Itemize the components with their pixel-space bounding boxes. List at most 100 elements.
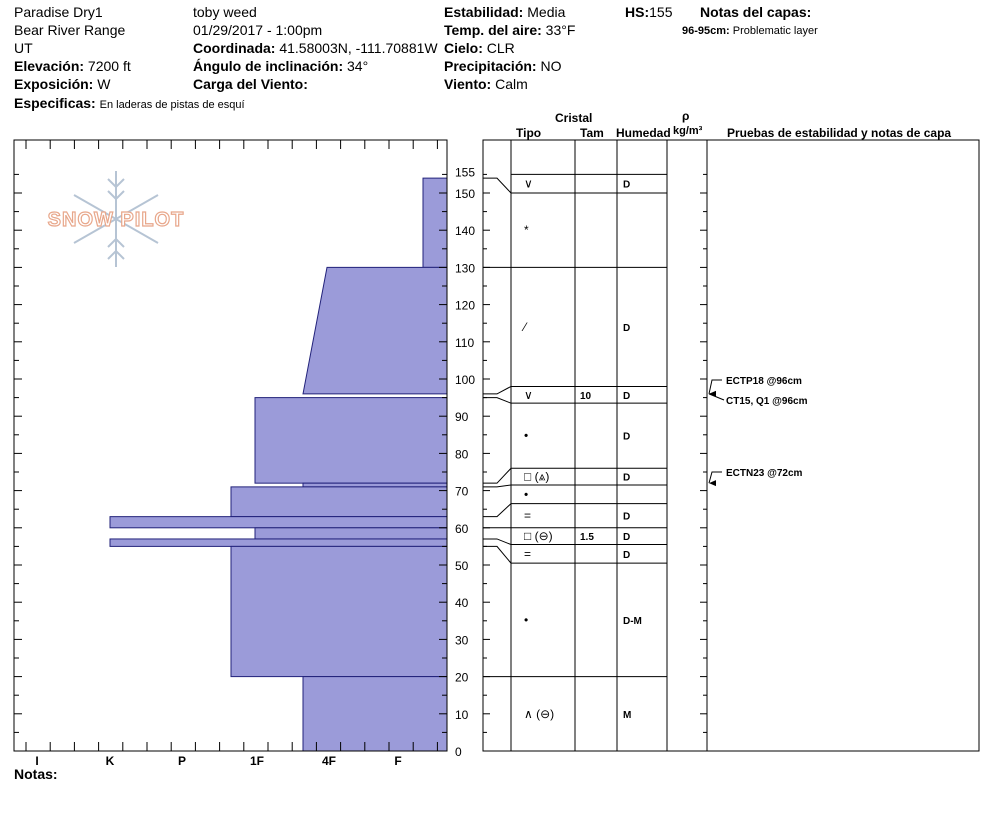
header-humedad: Humedad bbox=[616, 126, 671, 140]
layer-notes-label: Notas del capas: bbox=[700, 4, 812, 20]
snowflake-icon bbox=[73, 171, 159, 267]
layer-connector bbox=[483, 503, 512, 518]
elevation-label: Elevación: bbox=[14, 58, 85, 74]
moisture-value: M bbox=[623, 710, 631, 721]
grain-type-symbol: ∧ (⊖) bbox=[524, 707, 554, 721]
depth-tick-label: 40 bbox=[455, 596, 469, 610]
grain-type-symbol: □ (⩓) bbox=[524, 470, 549, 484]
layer-connector bbox=[483, 385, 512, 395]
hardness-layer-bar bbox=[302, 482, 448, 488]
hardness-axis: I K P 1F 4F F bbox=[35, 754, 401, 768]
profile-border bbox=[13, 139, 448, 752]
moisture-value: D bbox=[623, 550, 630, 561]
sky-value: CLR bbox=[486, 40, 515, 56]
sky-label: Cielo: bbox=[444, 40, 483, 56]
arrow-icon bbox=[709, 390, 716, 397]
hardness-layer-bar bbox=[302, 266, 448, 395]
hardness-tick-label: P bbox=[178, 754, 186, 768]
test-pointer bbox=[708, 471, 722, 484]
depth-tick-label: 10 bbox=[455, 708, 469, 722]
specifics: Especificas: En laderas de pistas de esq… bbox=[14, 95, 245, 113]
moisture-value: D-M bbox=[623, 616, 642, 627]
coordinates: Coordinada: 41.58003N, -111.70881W bbox=[193, 40, 438, 56]
layer-connector bbox=[483, 397, 512, 404]
grain-type-symbol: ⁄ bbox=[521, 320, 528, 334]
depth-tick-label: 60 bbox=[455, 522, 469, 536]
aspect-value: W bbox=[97, 76, 111, 92]
aspect: Exposición: W bbox=[14, 76, 110, 92]
depth-tick-label: 110 bbox=[455, 336, 474, 350]
layer-connector bbox=[483, 177, 512, 194]
hardness-layer-bar bbox=[109, 538, 448, 547]
depth-tick-label: 0 bbox=[455, 745, 462, 759]
stability-test-label: CT15, Q1 @96cm bbox=[726, 396, 808, 407]
depth-tick-label: 20 bbox=[455, 671, 469, 685]
coord-value: 41.58003N, -111.70881W bbox=[279, 40, 438, 56]
hs-value: 155 bbox=[649, 4, 673, 20]
elevation: Elevación: 7200 ft bbox=[14, 58, 131, 74]
grain-type-symbol: = bbox=[524, 547, 531, 561]
depth-tick-label: 130 bbox=[455, 261, 475, 275]
depth-tick-label: 140 bbox=[455, 224, 475, 238]
moisture-value: D bbox=[623, 512, 630, 523]
layer-connector bbox=[483, 545, 512, 564]
snowpilot-logo: SNOW PILOT bbox=[47, 171, 185, 267]
depth-tick-label: 150 bbox=[455, 187, 475, 201]
hardness-layer-bar bbox=[109, 516, 448, 529]
air-temperature: Temp. del aire: 33°F bbox=[444, 22, 575, 38]
hardness-layers bbox=[109, 177, 448, 752]
hardness-layer-bar bbox=[302, 676, 448, 752]
hardness-layer-bar bbox=[422, 177, 448, 268]
layer-connector bbox=[483, 484, 512, 488]
grain-type-symbol: • bbox=[524, 429, 528, 443]
stability: Estabilidad: Media bbox=[444, 4, 565, 20]
precip-value: NO bbox=[540, 58, 562, 74]
moisture-value: D bbox=[623, 532, 630, 543]
grain-type-symbol: ∨ bbox=[524, 177, 533, 191]
depth-tick-label: 70 bbox=[455, 485, 469, 499]
layer-note-text: Problematic layer bbox=[732, 25, 818, 37]
slope-value: 34° bbox=[347, 58, 369, 74]
wind-value: Calm bbox=[495, 76, 528, 92]
depth-tick-label: 90 bbox=[455, 410, 469, 424]
hardness-tick-label: F bbox=[394, 754, 401, 768]
grain-size: 10 bbox=[580, 391, 592, 402]
hardness-layer-bar bbox=[230, 545, 448, 678]
test-pointer bbox=[708, 379, 722, 394]
header-tipo: Tipo bbox=[516, 126, 542, 140]
header-cristal: Cristal bbox=[555, 111, 593, 125]
hardness-layer-bar bbox=[254, 527, 448, 540]
datetime: 01/29/2017 - 1:00pm bbox=[193, 22, 323, 38]
header-tests: Pruebas de estabilidad y notas de capa bbox=[727, 126, 952, 140]
precip-label: Precipitación: bbox=[444, 58, 537, 74]
mountain-range: Bear River Range bbox=[14, 22, 126, 38]
layer-note: 96-95cm: Problematic layer bbox=[682, 23, 818, 39]
depth-tick-label: 80 bbox=[455, 447, 469, 461]
hardness-tick-label: 4F bbox=[322, 754, 336, 768]
moisture-value: D bbox=[623, 391, 630, 402]
layer-table: ∨ D * ⁄ D ∨ 10 D • D □ (⩓) D • = D □ (⊖) 1.5 D = D • D-M ∧ (⊖)… bbox=[482, 139, 980, 752]
wind: Viento: Calm bbox=[444, 76, 528, 92]
sky: Cielo: CLR bbox=[444, 40, 515, 56]
precipitation: Precipitación: NO bbox=[444, 58, 561, 74]
notes-label: Notas: bbox=[14, 766, 58, 782]
hardness-tick-label: K bbox=[106, 754, 115, 768]
table-border bbox=[482, 139, 980, 752]
specifics-value: En laderas de pistas de esquí bbox=[99, 99, 245, 111]
hardness-layer-bar bbox=[230, 486, 448, 518]
depth-axis: 0 10 20 30 40 50 60 70 80 90 100 110 120 130 140 150 155 bbox=[455, 165, 475, 759]
air-temp-value: 33°F bbox=[545, 22, 576, 38]
moisture-value: D bbox=[623, 432, 630, 443]
logo-text: SNOW PILOT bbox=[48, 209, 185, 231]
wind-label: Viento: bbox=[444, 76, 492, 92]
slope-angle: Ángulo de inclinación: 34° bbox=[193, 58, 368, 74]
depth-tick-label: 50 bbox=[455, 559, 469, 573]
specifics-label: Especificas: bbox=[14, 95, 96, 111]
hardness-tick-label: 1F bbox=[250, 754, 264, 768]
aspect-label: Exposición: bbox=[14, 76, 94, 92]
grain-type-symbol: □ (⊖) bbox=[524, 529, 553, 543]
coord-label: Coordinada: bbox=[193, 40, 276, 56]
moisture-value: D bbox=[623, 180, 630, 191]
elevation-value: 7200 ft bbox=[87, 58, 131, 74]
grain-type-symbol: ∨ bbox=[524, 388, 533, 402]
